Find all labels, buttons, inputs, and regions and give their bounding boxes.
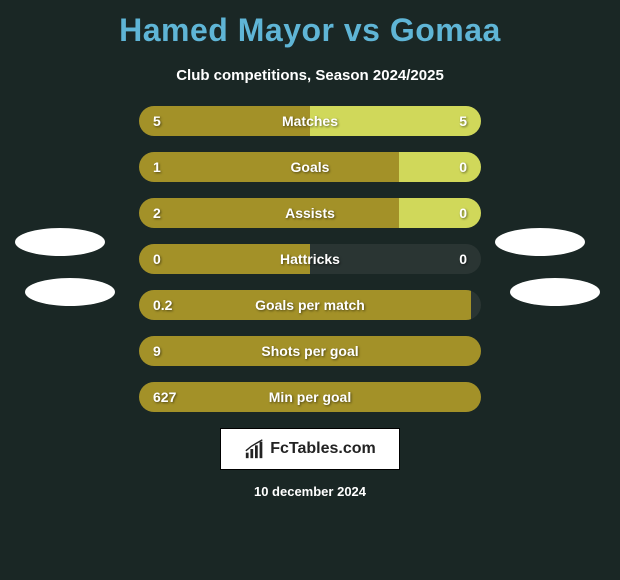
stat-label: Goals per match (255, 297, 365, 313)
stat-label: Shots per goal (261, 343, 358, 359)
stat-label: Min per goal (269, 389, 351, 405)
stat-row: 1 Goals 0 (139, 152, 481, 182)
stat-row-text: 5 Matches 5 (139, 106, 481, 136)
page-title: Hamed Mayor vs Gomaa (0, 0, 620, 49)
comparison-chart: 5 Matches 5 1 Goals 0 2 Assists 0 0 Hattricks 0 0.2 G… (0, 106, 620, 412)
stat-row-text: 0 Hattricks 0 (139, 244, 481, 274)
stat-value-left: 627 (153, 389, 176, 405)
stat-value-right: 5 (459, 113, 467, 129)
stat-value-left: 5 (153, 113, 161, 129)
stat-row: 0 Hattricks 0 (139, 244, 481, 274)
stat-value-right: 0 (459, 159, 467, 175)
club-badge-placeholder (495, 228, 585, 256)
stat-value-left: 0.2 (153, 297, 172, 313)
stat-value-left: 9 (153, 343, 161, 359)
stat-label: Matches (282, 113, 338, 129)
club-badge-placeholder (15, 228, 105, 256)
fctables-logo-icon (244, 438, 266, 460)
stat-value-left: 2 (153, 205, 161, 221)
stat-value-right: 0 (459, 251, 467, 267)
stat-row-text: 627 Min per goal (139, 382, 481, 412)
footer-date: 10 december 2024 (0, 484, 620, 499)
stat-label: Goals (291, 159, 330, 175)
club-badge-placeholder (510, 278, 600, 306)
stat-value-left: 0 (153, 251, 161, 267)
stat-row-text: 9 Shots per goal (139, 336, 481, 366)
club-badge-placeholder (25, 278, 115, 306)
stat-row: 5 Matches 5 (139, 106, 481, 136)
stat-row: 627 Min per goal (139, 382, 481, 412)
stat-value-right: 0 (459, 205, 467, 221)
stat-value-left: 1 (153, 159, 161, 175)
stat-row: 9 Shots per goal (139, 336, 481, 366)
page-subtitle: Club competitions, Season 2024/2025 (0, 67, 620, 84)
fctables-logo[interactable]: FcTables.com (220, 428, 400, 470)
stat-row-text: 0.2 Goals per match (139, 290, 481, 320)
stat-row-text: 1 Goals 0 (139, 152, 481, 182)
stat-row-text: 2 Assists 0 (139, 198, 481, 228)
stat-label: Assists (285, 205, 335, 221)
stat-row: 2 Assists 0 (139, 198, 481, 228)
fctables-logo-text: FcTables.com (270, 440, 376, 458)
stat-label: Hattricks (280, 251, 340, 267)
stat-row: 0.2 Goals per match (139, 290, 481, 320)
